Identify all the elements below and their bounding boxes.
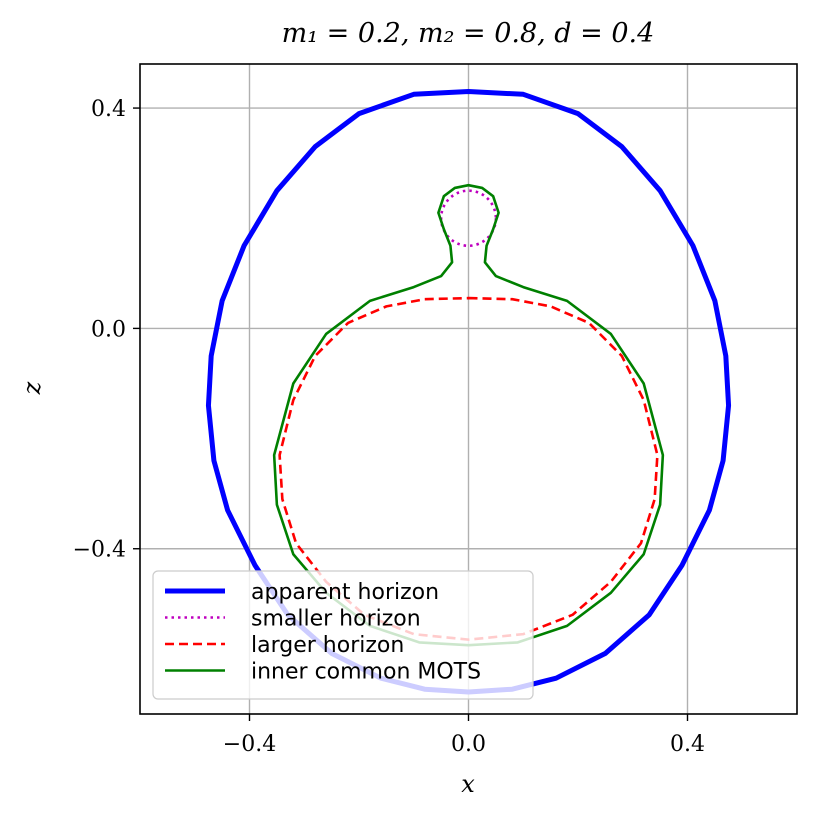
legend-label: larger horizon xyxy=(251,633,404,658)
legend-label: inner common MOTS xyxy=(251,660,481,685)
x-tick-label: 0.0 xyxy=(451,732,486,757)
x-tick-label: −0.4 xyxy=(223,732,276,757)
y-tick-label: −0.4 xyxy=(73,538,126,563)
legend-frame xyxy=(152,570,534,700)
chart-title: m₁ = 0.2, m₂ = 0.8, d = 0.4 xyxy=(282,18,655,49)
y-axis-label: z xyxy=(18,381,46,395)
axis-ticks: −0.4 0.0 0.4 −0.4 0.0 0.4 xyxy=(73,97,705,757)
y-tick-label: 0.0 xyxy=(91,317,126,342)
legend-label: apparent horizon xyxy=(251,580,439,605)
x-tick-label: 0.4 xyxy=(670,732,705,757)
x-axis-label: x xyxy=(461,770,475,798)
y-tick-label: 0.4 xyxy=(91,97,126,122)
legend-label: smaller horizon xyxy=(251,607,421,632)
